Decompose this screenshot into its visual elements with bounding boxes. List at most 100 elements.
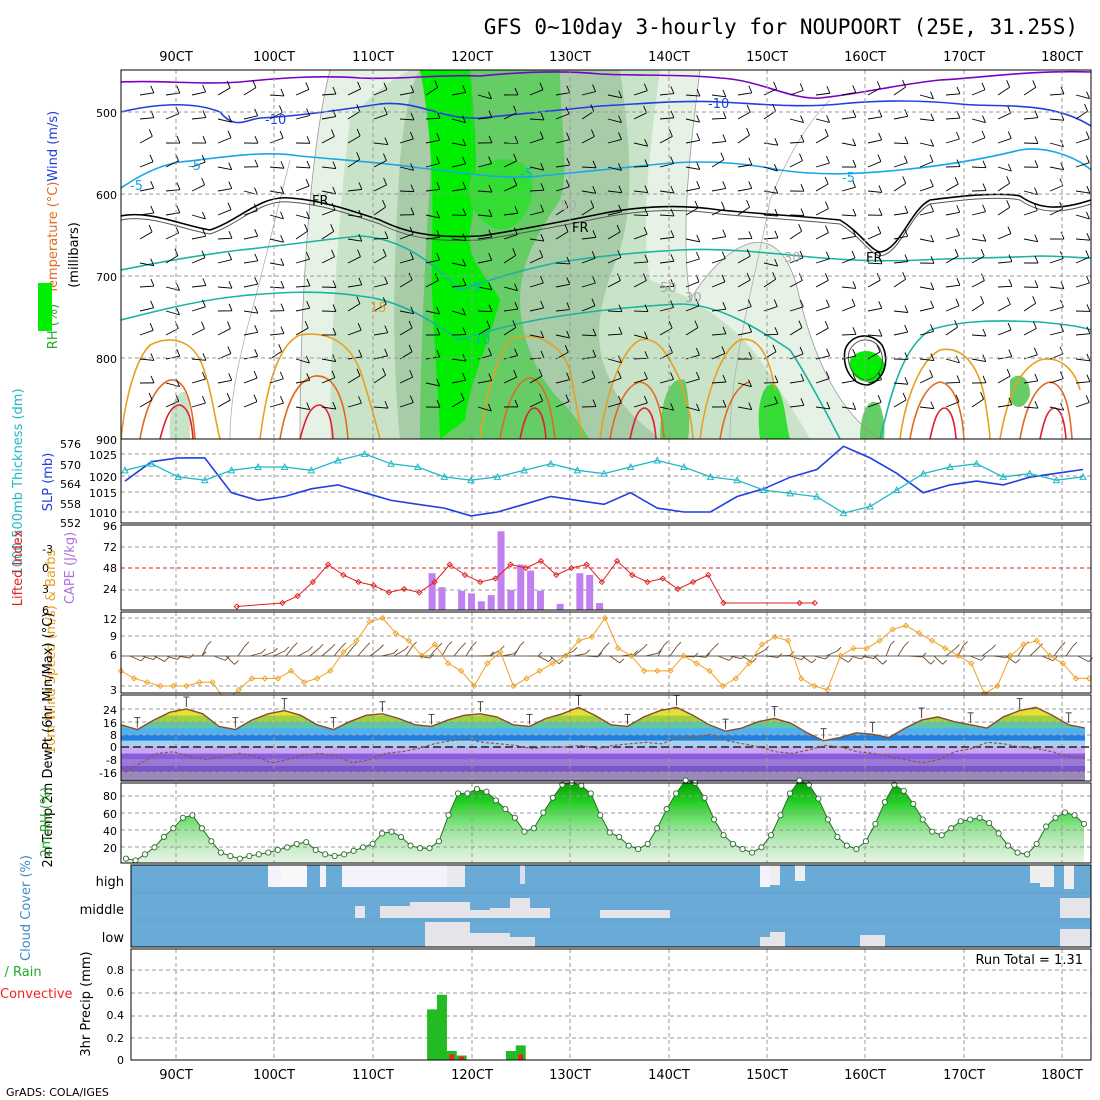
rh-point — [284, 844, 291, 851]
slp-series-line — [124, 445, 1084, 517]
wind-point — [798, 675, 805, 682]
li-point — [689, 578, 697, 586]
rh-point — [587, 790, 594, 797]
wind-point — [536, 667, 543, 675]
cape-bar — [536, 590, 544, 610]
rh-point — [379, 830, 386, 837]
rain-bar — [436, 994, 447, 1060]
li-point — [811, 599, 818, 607]
precip-y-ticks: 0.8 0.6 0.4 0.2 0 — [107, 964, 125, 1067]
wind-ylabel: 10m Wind Speed (m/s) & Barbs — [44, 549, 59, 754]
thickness-point — [999, 472, 1008, 480]
contour-label: 10 — [474, 333, 491, 348]
y-tick: 48 — [103, 562, 117, 575]
y-tick: low — [102, 931, 125, 946]
rh-points — [122, 777, 1088, 864]
contour-label: 30 — [784, 251, 801, 266]
dewpt-series-line — [124, 733, 1086, 773]
wind-point — [667, 667, 674, 675]
wind-point — [745, 660, 753, 667]
y-tick: 0.4 — [107, 1009, 125, 1022]
wind-point — [850, 645, 857, 652]
wind-point — [366, 618, 373, 625]
rh-point — [426, 845, 433, 852]
thickness-point — [1079, 472, 1087, 480]
wind-point — [955, 652, 962, 659]
rh-point — [350, 847, 357, 854]
thickness-point — [653, 456, 662, 464]
y-tick: 0.8 — [107, 964, 125, 977]
wind-point — [261, 675, 269, 682]
thickness-point — [360, 449, 369, 457]
rh-point — [1080, 820, 1088, 827]
rh-point — [957, 818, 964, 825]
li-point — [233, 603, 240, 610]
wind-point — [353, 637, 360, 644]
rh-point — [435, 838, 443, 845]
x-tick-label: 150CT — [746, 50, 788, 65]
rh-point — [1014, 849, 1021, 856]
rh-point — [900, 787, 907, 794]
rh-point — [369, 840, 376, 847]
rh-point — [360, 844, 367, 851]
y-tick: 3 — [110, 684, 117, 697]
temp-contour-minus5 — [121, 148, 1091, 189]
temp-contour-10 — [121, 291, 1091, 439]
rh-point — [141, 851, 149, 858]
thickness-point — [227, 466, 236, 474]
temp-2m-panel: 24 16 8 0 -8 -16 2m Temp 2m DewPt (6hr M… — [41, 613, 1092, 867]
temp-contour-fr — [121, 193, 1091, 253]
y-tick: 8 — [110, 729, 117, 742]
y-tick: 576 — [60, 438, 81, 451]
li-point — [279, 599, 286, 607]
x-tick-label: 160CT — [844, 1068, 886, 1083]
rh-point — [986, 819, 993, 827]
li-point — [796, 599, 803, 607]
li-point — [340, 571, 347, 579]
rh-point — [1024, 851, 1031, 858]
wind-point — [628, 652, 635, 659]
li-series-line — [236, 560, 815, 607]
y-tick: 552 — [60, 517, 81, 530]
rh-point — [606, 829, 613, 836]
top-x-tick-labels: 90CT 100CT 110CT 120CT 130CT 140CT 150CT 160CT 1… — [159, 50, 1083, 65]
thickness-point — [493, 472, 502, 480]
contour-label: -10 — [708, 97, 729, 112]
li-point — [583, 561, 590, 568]
rh-point — [132, 857, 139, 864]
thickness-point — [706, 472, 715, 480]
rh-point — [445, 812, 452, 819]
rh-point — [976, 814, 983, 821]
li-point — [431, 578, 438, 586]
wind-point — [994, 682, 1001, 690]
thickness-point — [334, 456, 342, 464]
rh-point — [758, 844, 765, 851]
convective-bar — [459, 1056, 465, 1060]
y-tick: 20 — [103, 842, 117, 855]
rh-point — [265, 849, 272, 856]
wind-point — [209, 679, 216, 686]
wind-point — [614, 645, 622, 652]
wind-point — [157, 682, 164, 690]
rh-point — [208, 838, 215, 845]
rh-point — [711, 816, 718, 823]
li-point — [401, 585, 408, 593]
rh-point — [853, 846, 860, 853]
thickness-point — [786, 489, 795, 497]
rh-point — [331, 852, 338, 860]
wind-point — [274, 675, 282, 682]
rh-point — [682, 777, 689, 784]
slp-y-ticks: 1025 1020 1015 1010 — [89, 449, 117, 520]
rh-point — [492, 797, 499, 804]
contour-label: 15 — [370, 301, 387, 316]
x-tick-label: 160CT — [844, 50, 886, 65]
y-tick: 558 — [60, 498, 81, 511]
li-point — [629, 571, 636, 579]
rh-point — [502, 806, 509, 813]
rh-point — [796, 777, 803, 784]
rh-point — [862, 838, 869, 845]
contour-label: 30 — [685, 291, 702, 306]
rh-point — [597, 812, 604, 819]
wind-point — [248, 675, 255, 682]
contour-label: -10 — [265, 113, 286, 128]
